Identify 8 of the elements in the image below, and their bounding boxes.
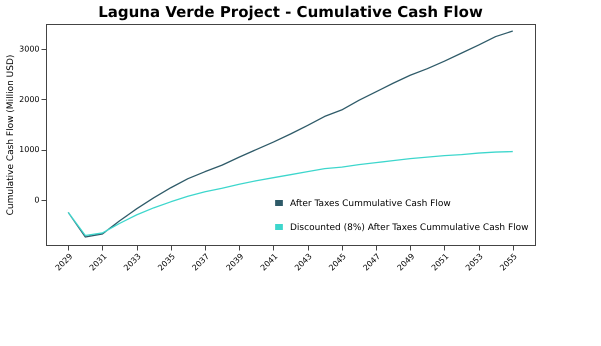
y-tick-label: 1000 xyxy=(19,145,40,154)
y-tick-label: 3000 xyxy=(19,44,40,54)
y-tick-label: 0 xyxy=(34,195,40,204)
y-axis-title: Cumulative Cash Flow (Million USD) xyxy=(6,54,16,216)
chart-title: Laguna Verde Project - Cumulative Cash Flow xyxy=(98,3,483,21)
legend-label: After Taxes Cummulative Cash Flow xyxy=(290,199,451,209)
y-tick-label: 2000 xyxy=(19,94,40,104)
legend-label: Discounted (8%) After Taxes Cummulative Cash Flow xyxy=(290,223,529,233)
